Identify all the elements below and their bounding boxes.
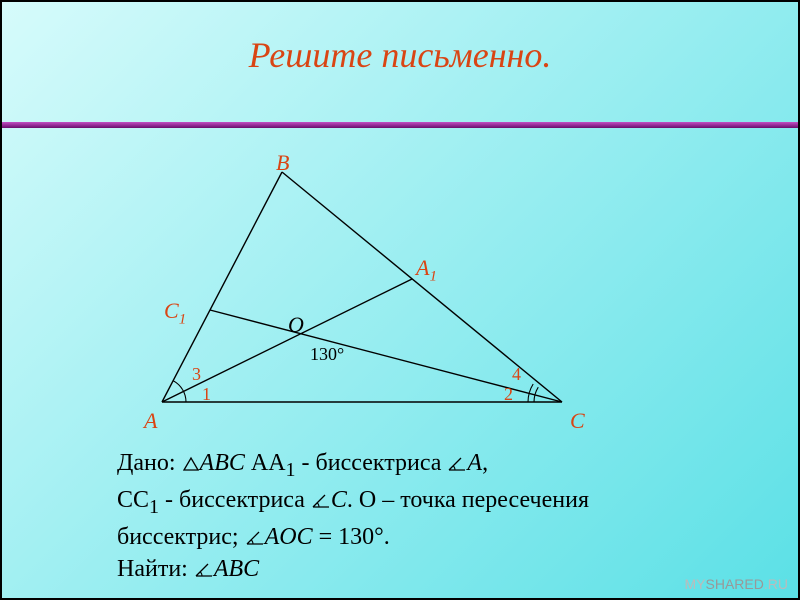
- angle-icon-2: [311, 486, 331, 518]
- aoc-val: = 130°.: [319, 524, 390, 550]
- find-label: Найти:: [117, 556, 194, 582]
- vertex-label: A: [144, 408, 157, 434]
- sub-1a: 1: [286, 459, 296, 481]
- angle-value: 130°: [310, 344, 344, 365]
- bis-a: - биссектриса: [302, 450, 448, 476]
- angle-icon: [447, 449, 467, 481]
- diagram-svg: [122, 162, 642, 432]
- cc1-label: СС: [117, 487, 149, 513]
- angle-number: 1: [202, 384, 211, 405]
- sub-1c: 1: [149, 496, 159, 518]
- angle-icon-4: [194, 555, 214, 587]
- angle-number: 2: [504, 384, 513, 405]
- vertex-label: B: [276, 150, 289, 176]
- vertex-label: C1: [164, 298, 186, 328]
- wm-1: MY: [685, 576, 706, 592]
- abc-find: ABC: [214, 556, 259, 582]
- bis-c: - биссектриса: [165, 487, 311, 513]
- given-label: Дано:: [117, 450, 182, 476]
- geometry-diagram: ABCA1C1O130°1234: [122, 162, 642, 432]
- slide: Решите письменно. ABCA1C1O130°1234 Дано:…: [0, 0, 800, 600]
- angle-arcs: [173, 381, 538, 402]
- ang-a: A: [467, 450, 482, 476]
- wm-2: SHARED: [706, 576, 764, 592]
- o-desc: О – точка пересечения: [359, 487, 589, 513]
- triangle-icon: [182, 449, 200, 481]
- edges: [162, 172, 562, 402]
- vertex-label: A1: [416, 255, 437, 285]
- angle-icon-3: [245, 523, 265, 555]
- angle-number: 3: [192, 364, 201, 385]
- wm-3: .RU: [764, 576, 788, 592]
- vertex-label: O: [288, 312, 304, 338]
- tri-abc: ABC: [200, 450, 245, 476]
- problem-text: Дано: ABC АА1 - биссектриса A, СС1 - бис…: [117, 447, 758, 585]
- aa1-label: АА: [251, 450, 286, 476]
- slide-title: Решите письменно.: [2, 34, 798, 76]
- aoc: AOC: [265, 524, 313, 550]
- angle-number: 4: [512, 364, 521, 385]
- bis-line3: биссектрис;: [117, 524, 245, 550]
- ang-c: C: [331, 487, 347, 513]
- vertex-label: C: [570, 408, 585, 434]
- divider: [2, 122, 798, 128]
- watermark: MYSHARED.RU: [685, 576, 788, 592]
